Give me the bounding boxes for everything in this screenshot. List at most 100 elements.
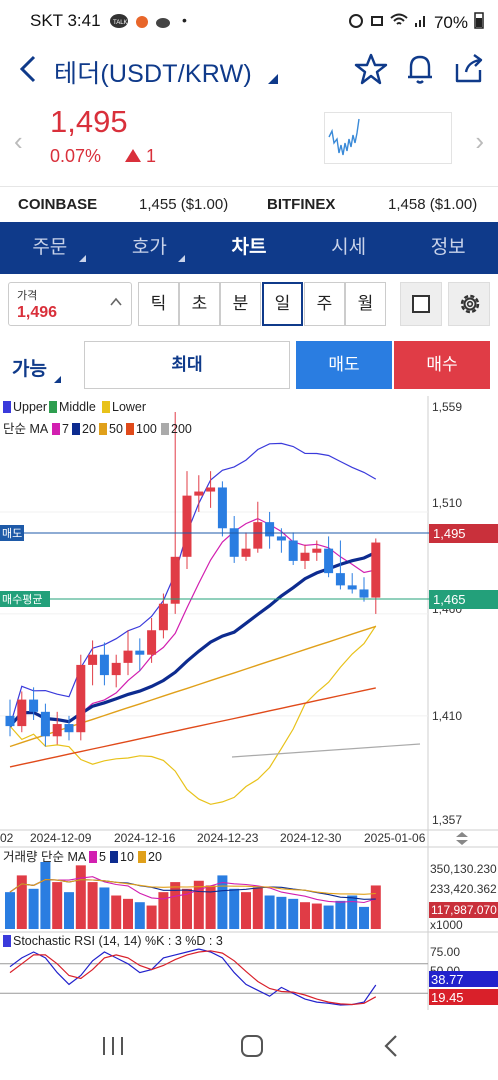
candle-body: [371, 542, 381, 598]
rsi-tick: 75.00: [430, 945, 460, 959]
volume-bar: [123, 898, 133, 929]
alarm-icon: [348, 12, 364, 33]
volume-bar: [87, 882, 98, 929]
back-nav-icon[interactable]: [381, 1034, 401, 1063]
volume-bar: [311, 903, 322, 929]
price-summary: ‹ 1,495 0.07% 1 ›: [0, 96, 498, 182]
volume-bar: [111, 895, 122, 929]
legend-vol10: 10: [120, 850, 134, 864]
period-toolbar: 가격 1,496 틱 초 분 일 주 월: [0, 274, 498, 334]
chevron-up-icon: [109, 295, 123, 309]
candle-body: [29, 699, 39, 712]
page-title[interactable]: 테더(USDT/KRW): [54, 60, 252, 88]
wifi-icon: [390, 12, 408, 33]
candle-body: [123, 650, 133, 663]
bell-icon[interactable]: [403, 52, 437, 86]
buy-button[interactable]: 매수: [394, 341, 490, 389]
legend-swatch: [126, 423, 134, 435]
price-selector[interactable]: 가격 1,496: [8, 282, 132, 326]
candle-body: [324, 548, 334, 574]
volume-bar: [264, 895, 275, 929]
candle-body: [147, 630, 157, 655]
sell-button[interactable]: 매도: [296, 341, 392, 389]
tab-chart[interactable]: 차트: [199, 222, 299, 274]
chart-settings-button[interactable]: [448, 282, 490, 326]
battery-icon: [474, 11, 484, 34]
legend-swatch: [52, 423, 60, 435]
legend-swatch: [161, 423, 169, 435]
panel-resize-handle[interactable]: [456, 832, 468, 845]
vol-tick: 233,420.362: [430, 882, 497, 896]
volume-bar: [64, 892, 74, 929]
recent-apps-icon[interactable]: [100, 1034, 126, 1063]
period-month[interactable]: 월: [345, 282, 386, 326]
signal-icon: [414, 12, 428, 33]
max-button[interactable]: 최대: [84, 341, 290, 389]
legend-swatch: [89, 851, 97, 863]
period-minute[interactable]: 분: [220, 282, 261, 326]
rsi-panel: [0, 948, 428, 1006]
legend-swatch: [138, 851, 146, 863]
volume-bar: [205, 885, 216, 929]
chart-canvas[interactable]: Upper Middle Lower 단순 MA 7 20 50 100 200…: [0, 396, 498, 1010]
tab-quotes[interactable]: 시세: [299, 222, 399, 274]
available-label[interactable]: 가능: [12, 359, 47, 380]
volume-bar: [75, 865, 86, 929]
candle-body: [17, 699, 27, 727]
period-day[interactable]: 일: [262, 282, 303, 326]
indicator-lines: [8, 442, 421, 805]
price-chart[interactable]: Upper Middle Lower 단순 MA 7 20 50 100 200…: [0, 396, 498, 1010]
fire-icon: [134, 13, 150, 32]
tab-info[interactable]: 정보: [398, 222, 498, 274]
volume-bar: [300, 902, 310, 929]
candle-body: [194, 491, 204, 496]
layout-toggle-button[interactable]: [400, 282, 442, 326]
sell-line-tag: [0, 525, 24, 541]
volume-bar: [252, 887, 263, 929]
candle-body: [170, 556, 180, 604]
volume-bar: [170, 882, 181, 929]
resize-icon[interactable]: [456, 832, 468, 845]
share-icon[interactable]: [452, 52, 486, 86]
svg-text:TALK: TALK: [113, 20, 128, 26]
candle-body: [253, 522, 263, 549]
volume-bar: [158, 892, 169, 929]
status-time: SKT 3:41: [30, 11, 101, 30]
period-tick[interactable]: 틱: [138, 282, 179, 326]
star-icon[interactable]: [354, 52, 388, 86]
x-tick: 2024-12-23: [197, 831, 259, 845]
back-arrow-icon[interactable]: [14, 52, 44, 86]
volume-bar: [217, 875, 228, 929]
main-tabs: 주문 호가 차트 시세 정보: [0, 222, 498, 274]
y-tick: 1,357: [432, 813, 462, 827]
vol-unit: x1000: [430, 918, 463, 932]
volume-legend: 거래량 단순 MA 5 10 20: [3, 850, 162, 864]
volume-panel: [5, 862, 381, 929]
volume-bar: [40, 862, 51, 929]
bollinger-lower-line: [9, 625, 377, 805]
price-selector-value: 1,496: [17, 304, 58, 321]
current-price-tag: [429, 524, 498, 543]
bollinger-legend: Upper Middle Lower: [3, 400, 146, 414]
talk-icon: TALK: [110, 13, 128, 32]
volume-bar: [335, 900, 346, 929]
volume-bar: [16, 875, 27, 929]
title-dropdown-icon[interactable]: [268, 74, 278, 84]
period-second[interactable]: 초: [179, 282, 220, 326]
period-week[interactable]: 주: [304, 282, 345, 326]
sparkline-chart: [324, 112, 452, 164]
up-triangle-icon: [125, 149, 141, 162]
next-coin-icon[interactable]: ›: [475, 126, 484, 156]
legend-vol20: 20: [148, 850, 162, 864]
tab-label: 주문: [32, 237, 68, 258]
exchange-prices: COINBASE 1,455 ($1.00) BITFINEX 1,458 ($…: [0, 186, 498, 222]
prev-coin-icon[interactable]: ‹: [14, 126, 23, 156]
tab-orderbook[interactable]: 호가: [100, 222, 200, 274]
home-icon[interactable]: [239, 1034, 265, 1063]
volume-legend-title: 거래량 단순 MA: [3, 850, 87, 864]
candle-body: [288, 540, 298, 561]
y-tick: 1,510: [432, 496, 462, 510]
current-price: 1,495: [50, 104, 128, 139]
ma200-line: [231, 743, 421, 758]
tab-order[interactable]: 주문: [0, 222, 100, 274]
